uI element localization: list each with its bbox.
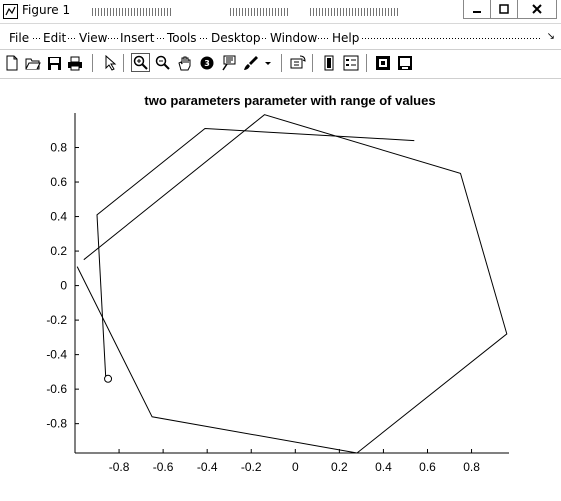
toolbar-separator xyxy=(281,54,282,72)
y-tick-label: 0.6 xyxy=(50,175,67,189)
x-tick-label: -0.6 xyxy=(153,460,174,474)
x-tick-label: 0.6 xyxy=(419,460,436,474)
minimize-button[interactable] xyxy=(464,0,490,18)
svg-text:3: 3 xyxy=(204,59,210,68)
menu-separator xyxy=(318,38,330,39)
start-point-marker xyxy=(104,374,113,383)
y-tick-label: 0.8 xyxy=(50,141,67,155)
menu-separator xyxy=(33,38,41,39)
menu-view[interactable]: View xyxy=(79,31,108,45)
brush-dropdown-icon[interactable] xyxy=(262,54,274,72)
x-tick-label: 0 xyxy=(292,460,299,474)
plot-axes: -0.8 -0.6 -0.4 -0.2 0 0.2 0.4 0.6 0.8 0.8 0.6 0.4 0.… xyxy=(46,113,509,474)
x-tick-label: 0.2 xyxy=(331,460,348,474)
print-icon[interactable] xyxy=(66,54,84,72)
title-bar: Figure 1 xyxy=(0,0,561,24)
menu-help[interactable]: Help xyxy=(332,31,360,45)
y-tick-label: -0.6 xyxy=(46,382,67,396)
figure-canvas[interactable]: two parameters parameter with range of v… xyxy=(0,80,561,501)
menu-separator xyxy=(200,38,209,39)
menu-separator xyxy=(362,38,542,39)
link-plot-icon[interactable] xyxy=(289,54,307,72)
pan-icon[interactable] xyxy=(176,54,194,72)
toolbar-separator xyxy=(92,54,93,72)
menu-desktop[interactable]: Desktop xyxy=(211,31,261,45)
pointer-icon[interactable] xyxy=(101,54,119,72)
menu-dock-arrow-icon[interactable]: ↘ xyxy=(546,31,555,42)
menu-file[interactable]: File xyxy=(9,31,30,45)
menu-edit[interactable]: Edit xyxy=(43,31,67,45)
menu-bar: File Edit View Insert Tools Desktop Wind… xyxy=(0,27,561,50)
x-tick-label: -0.8 xyxy=(109,460,130,474)
show-plot-tools-icon[interactable] xyxy=(396,54,414,72)
title-bar-pattern xyxy=(92,8,172,16)
data-cursor-icon[interactable] xyxy=(220,54,238,72)
colorbar-icon[interactable] xyxy=(320,54,338,72)
menu-tools[interactable]: Tools xyxy=(167,31,197,45)
toolbar-separator xyxy=(366,54,367,72)
title-bar-pattern xyxy=(230,8,290,16)
title-bar-pattern xyxy=(310,8,400,16)
maximize-button[interactable] xyxy=(490,0,517,18)
zoom-out-icon[interactable] xyxy=(154,54,172,72)
menu-separator xyxy=(157,38,165,39)
plot-data xyxy=(76,114,508,454)
menu-separator xyxy=(259,38,268,39)
menu-window[interactable]: Window xyxy=(270,31,318,45)
figure-toolbar: 3 xyxy=(0,50,561,79)
y-tick-label: -0.2 xyxy=(46,313,67,327)
close-icon xyxy=(532,4,542,14)
window-controls xyxy=(463,0,557,19)
new-figure-icon[interactable] xyxy=(3,54,21,72)
rotate-3d-icon[interactable]: 3 xyxy=(198,54,216,72)
maximize-icon xyxy=(499,4,509,14)
series-line-1 xyxy=(96,127,415,379)
y-tick-label: -0.4 xyxy=(46,348,67,362)
minimize-icon xyxy=(473,11,481,13)
brush-icon[interactable] xyxy=(242,54,260,72)
menu-separator xyxy=(108,38,118,39)
window-title: Figure 1 xyxy=(22,3,71,17)
menu-separator xyxy=(68,38,77,39)
series-line-2 xyxy=(76,114,508,454)
toolbar-separator xyxy=(312,54,313,72)
x-tick-label: -0.4 xyxy=(197,460,218,474)
hide-plot-tools-icon[interactable] xyxy=(374,54,392,72)
save-icon[interactable] xyxy=(45,54,63,72)
x-tick-label: 0.8 xyxy=(463,460,480,474)
y-tick-label: 0.4 xyxy=(50,210,67,224)
y-tick-label: 0 xyxy=(60,279,67,293)
figure-app-icon xyxy=(3,4,18,19)
open-file-icon[interactable] xyxy=(24,54,42,72)
x-tick-label: -0.2 xyxy=(241,460,262,474)
y-tick-label: 0.2 xyxy=(50,244,67,258)
x-tick-label: 0.4 xyxy=(375,460,392,474)
zoom-in-icon[interactable] xyxy=(131,53,150,72)
legend-icon[interactable] xyxy=(342,54,360,72)
plot-title: two parameters parameter with range of v… xyxy=(144,93,435,108)
menu-insert[interactable]: Insert xyxy=(120,31,155,45)
close-button[interactable] xyxy=(517,0,556,18)
toolbar-separator xyxy=(123,54,124,72)
y-tick-label: -0.8 xyxy=(46,417,67,431)
